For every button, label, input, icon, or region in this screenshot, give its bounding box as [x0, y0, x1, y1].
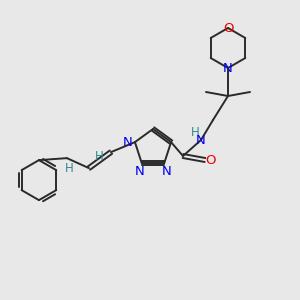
Text: H: H	[190, 125, 200, 139]
Text: H: H	[94, 150, 103, 163]
Text: N: N	[123, 136, 133, 148]
Text: O: O	[206, 154, 216, 166]
Text: H: H	[64, 162, 73, 175]
Text: N: N	[223, 61, 233, 74]
Text: O: O	[223, 22, 233, 34]
Text: N: N	[161, 165, 171, 178]
Text: N: N	[135, 165, 145, 178]
Text: N: N	[196, 134, 206, 146]
